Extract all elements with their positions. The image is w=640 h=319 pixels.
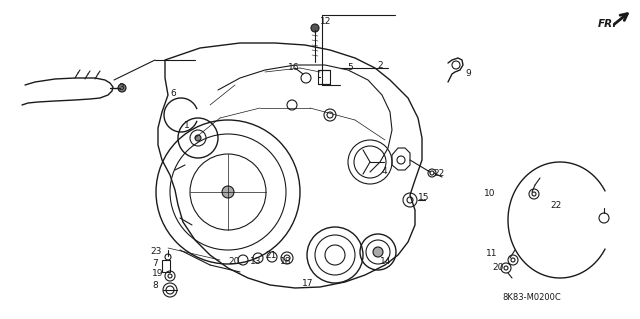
Bar <box>162 260 170 272</box>
Text: 5: 5 <box>347 63 353 71</box>
Text: 19: 19 <box>152 270 163 278</box>
Text: 10: 10 <box>484 189 495 197</box>
Text: 7: 7 <box>152 258 157 268</box>
Text: 16: 16 <box>288 63 300 72</box>
Text: 9: 9 <box>465 69 471 78</box>
Text: 20: 20 <box>492 263 504 272</box>
Text: 17: 17 <box>302 278 314 287</box>
Circle shape <box>222 186 234 198</box>
Text: 21: 21 <box>265 251 276 261</box>
Text: 22: 22 <box>550 202 562 211</box>
Text: 20: 20 <box>228 256 239 265</box>
Text: 23: 23 <box>150 247 161 256</box>
Circle shape <box>118 84 126 92</box>
Text: 12: 12 <box>320 18 332 26</box>
Text: 13: 13 <box>250 256 262 265</box>
Text: 1: 1 <box>184 121 189 130</box>
Text: 11: 11 <box>486 249 497 257</box>
Circle shape <box>311 24 319 32</box>
Text: 3: 3 <box>118 84 124 93</box>
Text: 14: 14 <box>380 256 392 265</box>
Text: 6: 6 <box>170 88 176 98</box>
Text: 15: 15 <box>418 194 429 203</box>
Text: 22: 22 <box>433 169 444 179</box>
Circle shape <box>373 247 383 257</box>
Bar <box>318 70 330 84</box>
Text: 4: 4 <box>382 167 388 176</box>
Text: 18: 18 <box>280 256 291 265</box>
Text: 2: 2 <box>377 61 383 70</box>
Text: 8: 8 <box>152 280 157 290</box>
Text: 8K83-M0200C: 8K83-M0200C <box>502 293 561 302</box>
Text: FR.: FR. <box>598 19 618 29</box>
Circle shape <box>195 135 201 141</box>
